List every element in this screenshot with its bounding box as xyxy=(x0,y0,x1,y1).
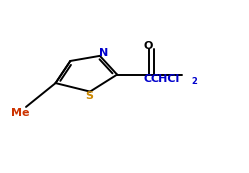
Text: S: S xyxy=(85,91,93,101)
Text: C: C xyxy=(144,74,152,84)
Text: CHCl: CHCl xyxy=(150,74,180,84)
Text: N: N xyxy=(99,48,108,58)
Text: Me: Me xyxy=(11,108,29,118)
Text: O: O xyxy=(143,42,153,52)
Text: 2: 2 xyxy=(192,77,198,86)
